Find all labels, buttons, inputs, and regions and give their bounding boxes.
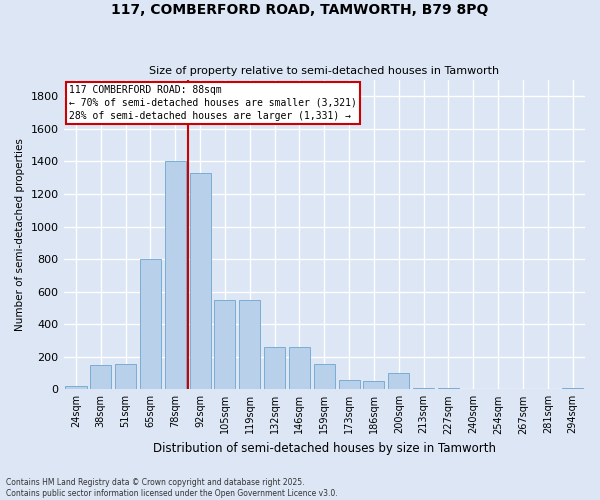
- Bar: [264, 347, 285, 390]
- Bar: [314, 364, 335, 390]
- Bar: [388, 373, 409, 390]
- Bar: [65, 386, 86, 390]
- Bar: [214, 300, 235, 390]
- Bar: [338, 380, 359, 390]
- Bar: [413, 388, 434, 390]
- Title: Size of property relative to semi-detached houses in Tamworth: Size of property relative to semi-detach…: [149, 66, 499, 76]
- Bar: [165, 162, 186, 390]
- Bar: [289, 347, 310, 390]
- Bar: [239, 300, 260, 390]
- Bar: [562, 388, 583, 390]
- Bar: [438, 388, 459, 390]
- Text: 117 COMBERFORD ROAD: 88sqm
← 70% of semi-detached houses are smaller (3,321)
28%: 117 COMBERFORD ROAD: 88sqm ← 70% of semi…: [69, 84, 356, 121]
- Text: Contains HM Land Registry data © Crown copyright and database right 2025.
Contai: Contains HM Land Registry data © Crown c…: [6, 478, 338, 498]
- Y-axis label: Number of semi-detached properties: Number of semi-detached properties: [15, 138, 25, 331]
- Bar: [190, 173, 211, 390]
- Bar: [140, 259, 161, 390]
- Text: 117, COMBERFORD ROAD, TAMWORTH, B79 8PQ: 117, COMBERFORD ROAD, TAMWORTH, B79 8PQ: [112, 2, 488, 16]
- Bar: [115, 364, 136, 390]
- Bar: [90, 365, 112, 390]
- X-axis label: Distribution of semi-detached houses by size in Tamworth: Distribution of semi-detached houses by …: [153, 442, 496, 455]
- Bar: [364, 381, 385, 390]
